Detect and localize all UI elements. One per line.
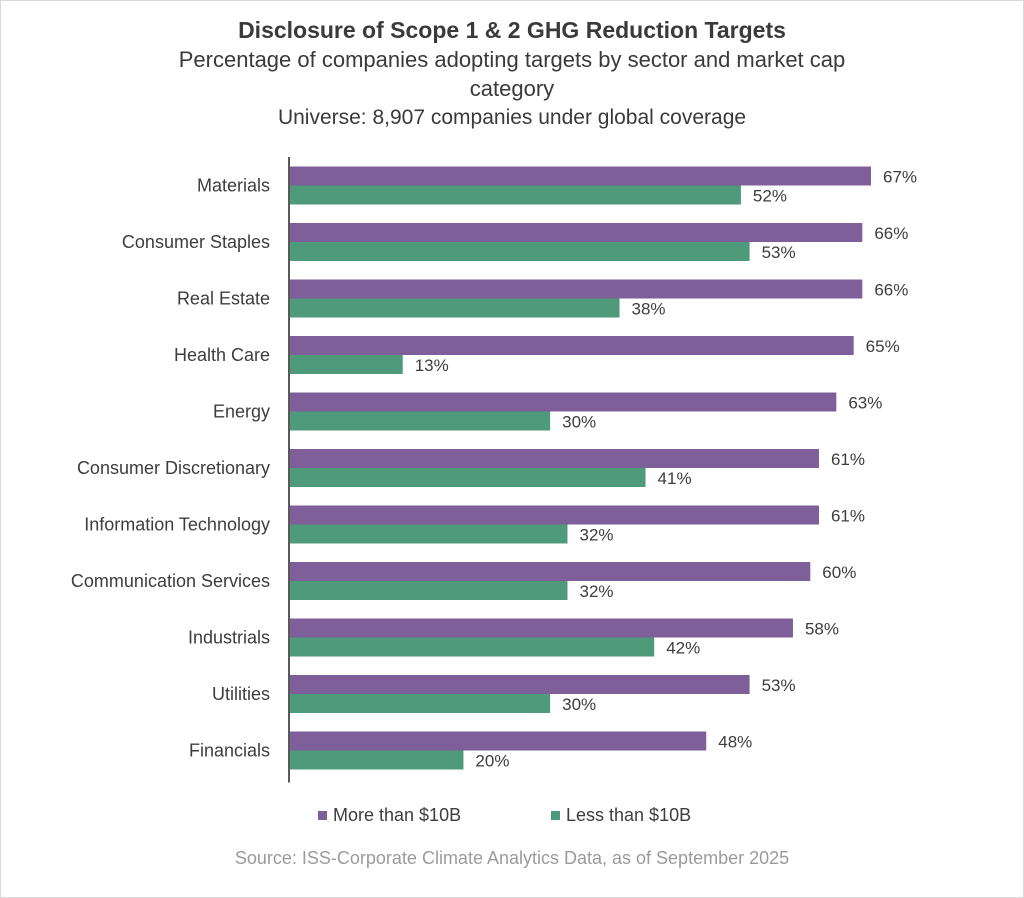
bar-less-than-10b-materials [290,185,741,205]
legend-item-more-than-10b: More than $10B [318,805,461,826]
bar-less-than-10b-consumer-discretionary [290,468,646,487]
data-label-more-than-10b-materials: 67% [883,168,917,187]
data-label-more-than-10b-health-care: 65% [866,337,900,356]
data-label-more-than-10b-information-technology: 61% [831,507,865,526]
bar-more-than-10b-consumer-staples [290,223,863,242]
bar-more-than-10b-communication-services [290,562,811,581]
bar-less-than-10b-consumer-staples [290,242,750,261]
bar-less-than-10b-communication-services [290,581,568,600]
bar-more-than-10b-health-care [290,336,854,355]
bar-more-than-10b-real-estate [290,279,863,299]
bar-less-than-10b-utilities [290,694,551,713]
bar-more-than-10b-consumer-discretionary [290,449,819,468]
data-label-more-than-10b-consumer-discretionary: 61% [831,450,865,469]
bar-more-than-10b-materials [290,166,871,186]
data-label-more-than-10b-communication-services: 60% [822,563,856,582]
chart-header: Disclosure of Scope 1 & 2 GHG Reduction … [0,16,1024,132]
chart-title: Disclosure of Scope 1 & 2 GHG Reduction … [238,17,786,43]
data-label-more-than-10b-industrials: 58% [805,620,839,639]
category-label-consumer-discretionary: Consumer Discretionary [77,458,270,478]
legend-swatch-less-than-10b [551,811,560,820]
data-label-less-than-10b-energy: 30% [562,413,596,432]
bar-less-than-10b-information-technology [290,524,568,544]
chart-subtitle: Percentage of companies adopting targets… [178,47,846,101]
category-label-utilities: Utilities [212,684,270,704]
data-label-less-than-10b-communication-services: 32% [579,582,613,601]
chart-legend: More than $10B Less than $10B [0,805,1024,829]
data-label-less-than-10b-health-care: 13% [415,356,449,375]
bar-less-than-10b-energy [290,411,551,431]
data-label-less-than-10b-industrials: 42% [666,639,700,658]
data-label-less-than-10b-real-estate: 38% [632,300,666,319]
chart-universe-note: Universe: 8,907 companies under global c… [277,106,747,129]
data-label-more-than-10b-energy: 63% [848,394,882,413]
bar-less-than-10b-health-care [290,355,403,374]
data-label-less-than-10b-materials: 52% [753,187,787,206]
data-label-more-than-10b-consumer-staples: 66% [874,224,908,243]
bar-less-than-10b-financials [290,750,464,770]
category-label-financials: Financials [189,741,270,761]
data-label-less-than-10b-consumer-discretionary: 41% [658,469,692,488]
bar-more-than-10b-utilities [290,675,750,694]
category-label-communication-services: Communication Services [71,571,270,591]
category-label-consumer-staples: Consumer Staples [122,232,270,252]
category-label-materials: Materials [197,176,270,196]
category-label-energy: Energy [213,402,270,422]
data-label-less-than-10b-consumer-staples: 53% [762,243,796,262]
bar-more-than-10b-information-technology [290,505,819,525]
legend-label-more-than-10b: More than $10B [333,805,462,825]
legend-label-less-than-10b: Less than $10B [566,805,692,825]
bar-less-than-10b-real-estate [290,298,620,318]
category-label-information-technology: Information Technology [84,515,270,535]
bar-more-than-10b-industrials [290,618,793,638]
legend-swatch-more-than-10b [318,811,327,820]
bar-more-than-10b-energy [290,392,837,412]
legend-item-less-than-10b: Less than $10B [551,805,691,826]
bar-less-than-10b-industrials [290,637,655,657]
data-label-less-than-10b-information-technology: 32% [579,526,613,545]
source-note: Source: ISS-Corporate Climate Analytics … [234,848,790,868]
data-label-more-than-10b-utilities: 53% [762,676,796,695]
category-label-real-estate: Real Estate [177,289,270,309]
category-label-industrials: Industrials [188,628,270,648]
bar-more-than-10b-financials [290,731,707,751]
data-label-less-than-10b-utilities: 30% [562,695,596,714]
category-label-health-care: Health Care [174,345,270,365]
data-label-more-than-10b-financials: 48% [718,733,752,752]
data-label-more-than-10b-real-estate: 66% [874,281,908,300]
data-label-less-than-10b-financials: 20% [475,752,509,771]
